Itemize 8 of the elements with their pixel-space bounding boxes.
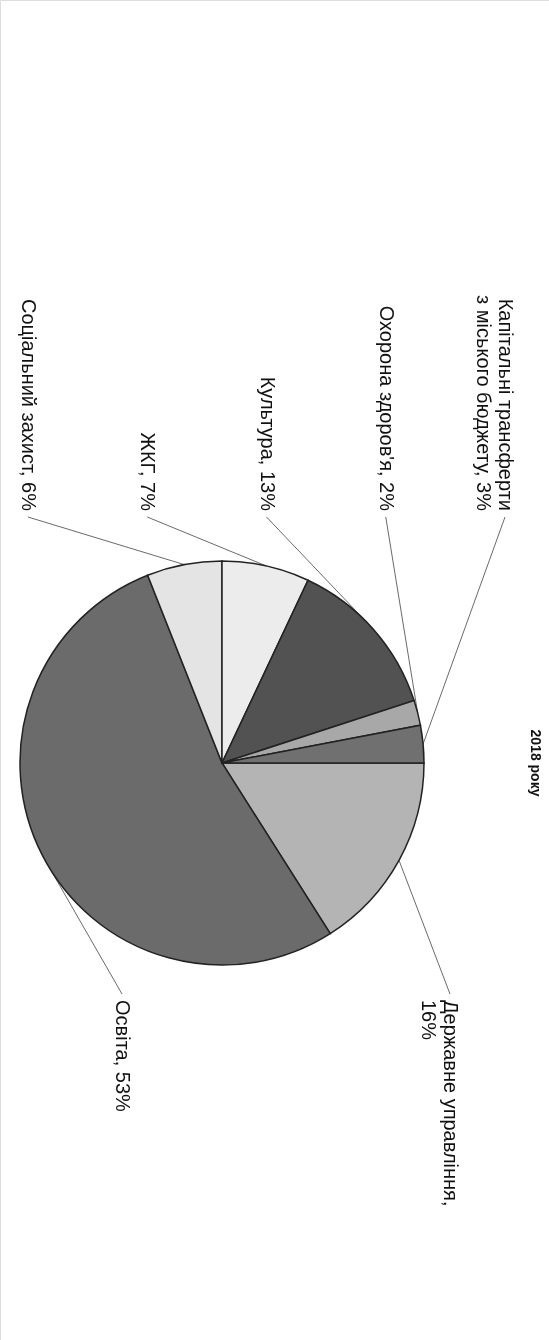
slice-label: Охорона здоров'я, 2% [375, 305, 398, 512]
slice-label: Освіта, 53% [112, 1000, 134, 1113]
slice-label: Державне управління, 16% [418, 1000, 462, 1207]
slice-label: Соціальний захист, 6% [18, 298, 40, 512]
slice-label: Культура, 13% [256, 376, 279, 512]
text: 2018 року [528, 729, 544, 797]
slice-label: Капітальні трансферти з міського бюджету, 3% [473, 295, 517, 512]
slice-label: ЖКГ, 7% [137, 432, 160, 512]
